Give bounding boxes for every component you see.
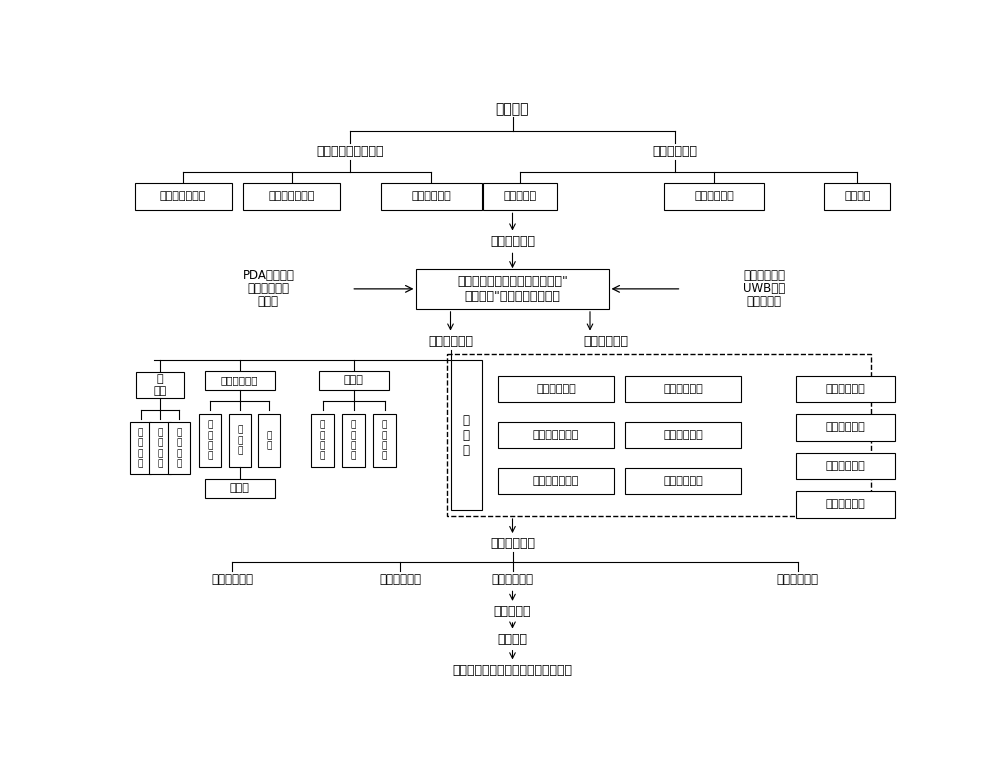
Text: 信息孤岛: 信息孤岛: [844, 191, 871, 201]
Text: 装
货
进
度: 装 货 进 度: [320, 420, 325, 460]
Text: 地下感应线圈: 地下感应线圈: [743, 269, 785, 282]
Text: 月
台
调
度: 月 台 调 度: [351, 420, 356, 460]
Bar: [168, 422, 190, 474]
Text: 管理决策服务: 管理决策服务: [211, 573, 253, 586]
Text: 车
小管: 车 小管: [153, 374, 166, 396]
Text: 效益分析: 效益分析: [498, 633, 528, 646]
Bar: [130, 422, 151, 474]
Text: 装车顺序不合理: 装车顺序不合理: [268, 191, 315, 201]
Text: 基于物联网和多目标优化算法的"
三位一体"智慧园区管理平台: 基于物联网和多目标优化算法的" 三位一体"智慧园区管理平台: [457, 275, 568, 303]
Bar: [796, 376, 895, 402]
Text: 园区调度系统: 园区调度系统: [826, 384, 866, 394]
Text: 货
进
度: 货 进 度: [237, 426, 242, 456]
Bar: [447, 355, 871, 516]
Bar: [498, 468, 614, 494]
Bar: [796, 414, 895, 440]
Bar: [319, 372, 388, 389]
Bar: [416, 269, 609, 309]
Bar: [373, 414, 396, 466]
Text: 提出解决方案: 提出解决方案: [490, 235, 535, 248]
Text: 数
据
库: 数 据 库: [462, 414, 470, 456]
Text: 园区运营模式效率低: 园区运营模式效率低: [316, 144, 384, 157]
Text: 平台附加价值: 平台附加价值: [490, 537, 535, 550]
Text: 进出园信息核实: 进出园信息核实: [533, 430, 579, 440]
Text: 信息化程度低: 信息化程度低: [653, 144, 698, 157]
Text: 月台调度模块: 月台调度模块: [826, 461, 866, 471]
Text: 多目标规划: 多目标规划: [747, 295, 782, 308]
Text: 智能报警模块: 智能报警模块: [663, 430, 703, 440]
Text: 信息技术低: 信息技术低: [504, 191, 537, 201]
Bar: [135, 183, 232, 210]
Bar: [498, 376, 614, 402]
Bar: [149, 422, 171, 474]
Text: 车牌识别装置: 车牌识别装置: [247, 282, 289, 295]
Bar: [205, 479, 275, 497]
Text: 智慧眼: 智慧眼: [258, 295, 279, 308]
Text: 路
线
管
理: 路 线 管 理: [157, 428, 163, 468]
Text: 仓小管: 仓小管: [230, 483, 250, 493]
Bar: [796, 453, 895, 479]
Text: 违规监测系统: 违规监测系统: [663, 384, 703, 394]
Text: 监管机制松散: 监管机制松散: [411, 191, 451, 201]
Bar: [796, 491, 895, 517]
Bar: [625, 376, 741, 402]
Bar: [229, 414, 251, 466]
Text: 物流金融服务: 物流金融服务: [379, 573, 421, 586]
Bar: [311, 414, 334, 466]
Text: 平台界面设计: 平台界面设计: [428, 335, 473, 348]
Bar: [450, 360, 482, 510]
Bar: [199, 414, 221, 466]
Text: 拣货配货模块: 拣货配货模块: [826, 500, 866, 510]
Bar: [498, 422, 614, 448]
Bar: [258, 414, 280, 466]
Text: 库
存
控
制: 库 存 控 制: [208, 420, 213, 460]
Text: 园区现状: 园区现状: [496, 103, 529, 116]
Text: PDA手持设备: PDA手持设备: [242, 269, 294, 282]
Bar: [205, 372, 275, 389]
Text: 装备货进度反馈: 装备货进度反馈: [533, 476, 579, 487]
Text: 实现智慧物流园区的高效运作与管理: 实现智慧物流园区的高效运作与管理: [452, 664, 572, 676]
Text: 信息反馈系统: 信息反馈系统: [536, 384, 576, 394]
Bar: [381, 183, 482, 210]
Bar: [483, 183, 557, 210]
Text: 信用评价体系: 信用评价体系: [663, 476, 703, 487]
Text: 信
息: 信 息: [266, 431, 272, 450]
Text: 订
单
管
理: 订 单 管 理: [138, 428, 143, 468]
Bar: [342, 414, 365, 466]
Text: 作
业
规
范: 作 业 规 范: [382, 420, 387, 460]
Bar: [625, 468, 741, 494]
Text: 订单库存信息: 订单库存信息: [221, 375, 258, 386]
Text: UWB技术: UWB技术: [743, 282, 786, 295]
Bar: [625, 422, 741, 448]
Text: 信息收集缺乏: 信息收集缺乏: [694, 191, 734, 201]
Text: 政务协同服务: 政务协同服务: [492, 573, 534, 586]
Bar: [664, 183, 764, 210]
Text: 智能配车模块: 智能配车模块: [826, 423, 866, 433]
Bar: [136, 372, 184, 398]
Text: 仓配衔接不匹配: 仓配衔接不匹配: [160, 191, 206, 201]
Text: 车
辆
调
度: 车 辆 调 度: [177, 428, 182, 468]
Text: 系统功能设计: 系统功能设计: [583, 335, 628, 348]
Text: 配小管: 配小管: [344, 375, 364, 386]
Text: 可行性分析: 可行性分析: [494, 605, 531, 618]
Bar: [824, 183, 890, 210]
Text: 其他园区服务: 其他园区服务: [777, 573, 819, 586]
Bar: [243, 183, 340, 210]
